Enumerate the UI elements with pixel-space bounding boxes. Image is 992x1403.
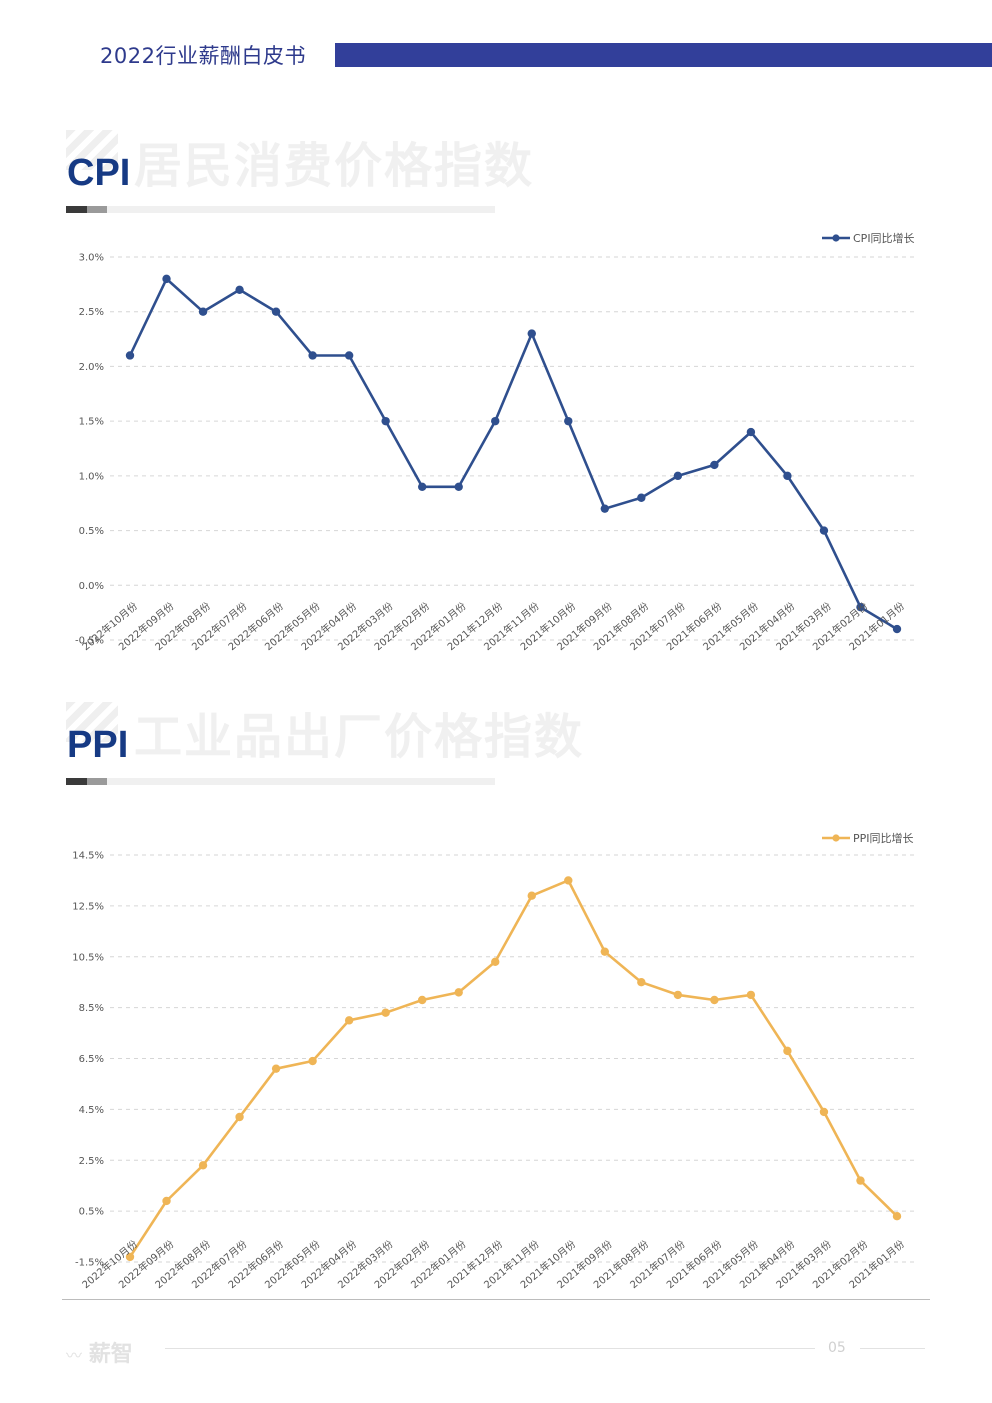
cpi-legend-marker	[832, 234, 840, 242]
cpi-y-tick-label: 2.0%	[79, 362, 104, 373]
cpi-data-point	[710, 460, 719, 470]
stripe-decoration	[66, 702, 118, 742]
ppi-series-line	[128, 879, 898, 1258]
ppi-title: PPI	[67, 724, 129, 766]
ppi-y-tick-label: 0.5%	[79, 1207, 104, 1218]
ppi-y-tick-label: 10.5%	[72, 952, 104, 963]
ppi-data-point	[308, 1056, 317, 1066]
cpi-legend-label: CPI同比增长	[853, 231, 915, 245]
cpi-data-point	[235, 285, 244, 295]
ppi-underline-dark	[66, 778, 87, 785]
cpi-y-tick-label: -0.5%	[75, 636, 104, 647]
ppi-data-point	[856, 1176, 865, 1185]
cpi-data-point	[417, 482, 427, 491]
ppi-y-tick-label: -1.5%	[75, 1258, 104, 1269]
cpi-line-chart: -0.5%0.0%0.5%1.0%1.5%2.0%2.5%3.0% 2022年1…	[75, 231, 916, 653]
ppi-legend-marker	[832, 834, 840, 842]
cpi-y-tick-label: 0.5%	[79, 526, 104, 537]
cpi-data-point	[527, 329, 536, 338]
ppi-data-point	[746, 990, 756, 1000]
footer-line-left	[165, 1348, 815, 1349]
ppi-data-point	[271, 1064, 281, 1073]
ppi-y-tick-label: 4.5%	[79, 1105, 104, 1116]
ppi-data-point	[198, 1161, 208, 1170]
cpi-data-point	[125, 351, 135, 360]
ppi-data-point	[600, 947, 610, 956]
logo-wave-icon: 〰	[66, 1346, 82, 1365]
cpi-data-point	[637, 493, 646, 502]
ppi-data-point	[892, 1212, 902, 1221]
cpi-data-point	[344, 351, 354, 360]
ppi-data-point	[235, 1112, 244, 1122]
cpi-data-point	[564, 416, 573, 426]
stripe-decoration	[66, 130, 118, 170]
cpi-data-point	[673, 471, 683, 481]
ppi-y-tick-label: 12.5%	[72, 901, 104, 912]
ppi-underline-mid	[87, 778, 107, 785]
ppi-data-point	[783, 1046, 792, 1056]
footer-logo: 〰 薪智	[66, 1336, 133, 1368]
ppi-legend-label: PPI同比增长	[853, 831, 914, 845]
cpi-title-underline	[66, 206, 495, 213]
cpi-data-point	[892, 624, 902, 634]
ppi-title-underline	[66, 778, 495, 785]
cpi-data-point	[381, 416, 390, 426]
ppi-data-point	[381, 1008, 390, 1017]
cpi-data-point	[856, 602, 865, 612]
cpi-data-point	[454, 482, 463, 491]
ppi-data-point	[564, 876, 573, 885]
ppi-data-point	[710, 995, 719, 1005]
ppi-bg-title: 工业品出厂价格指数	[134, 709, 585, 765]
cpi-y-tick-label: 3.0%	[79, 253, 104, 264]
ppi-data-point	[454, 988, 463, 997]
ppi-data-point	[673, 990, 683, 1000]
cpi-data-point	[198, 307, 208, 316]
header-bar	[335, 43, 992, 67]
cpi-data-point	[746, 427, 756, 437]
cpi-data-point	[600, 504, 610, 513]
ppi-data-point	[125, 1252, 135, 1262]
cpi-underline-dark	[66, 206, 87, 213]
ppi-data-point	[344, 1016, 354, 1025]
cpi-y-tick-label: 2.5%	[79, 307, 104, 318]
ppi-y-tick-label: 6.5%	[79, 1054, 104, 1065]
ppi-data-point	[637, 977, 646, 987]
report-title: 2022行业薪酬白皮书	[100, 44, 306, 68]
cpi-data-point	[308, 351, 317, 360]
ppi-data-point	[491, 957, 500, 967]
ppi-data-point	[417, 995, 427, 1005]
ppi-data-point	[162, 1196, 171, 1206]
ppi-data-point	[527, 891, 536, 900]
ppi-y-tick-label: 2.5%	[79, 1156, 104, 1167]
footer-line-right	[860, 1348, 925, 1349]
cpi-y-tick-label: 1.5%	[79, 417, 104, 428]
page-number: 05	[828, 1340, 846, 1356]
cpi-underline-mid	[87, 206, 107, 213]
cpi-data-point	[162, 274, 171, 284]
ppi-data-point	[819, 1107, 829, 1117]
ppi-y-tick-label: 14.5%	[72, 851, 104, 862]
bottom-rule	[62, 1299, 930, 1300]
cpi-data-point	[783, 471, 792, 481]
cpi-title: CPI	[67, 152, 131, 194]
ppi-y-tick-label: 8.5%	[79, 1003, 104, 1014]
ppi-line-chart: -1.5% 0.5% 2.5% 4.5% 6.5% 8.5% 10.5% 12.5% 14.5%…	[72, 831, 916, 1291]
cpi-bg-title: 居民消费价格指数	[134, 138, 535, 194]
cpi-series-line	[128, 277, 898, 631]
footer-logo-text: 薪智	[88, 1342, 133, 1367]
cpi-data-point	[271, 307, 281, 316]
cpi-y-tick-label: 0.0%	[79, 581, 104, 592]
cpi-data-point	[819, 526, 829, 535]
cpi-data-point	[491, 416, 500, 426]
cpi-y-tick-label: 1.0%	[79, 471, 104, 482]
